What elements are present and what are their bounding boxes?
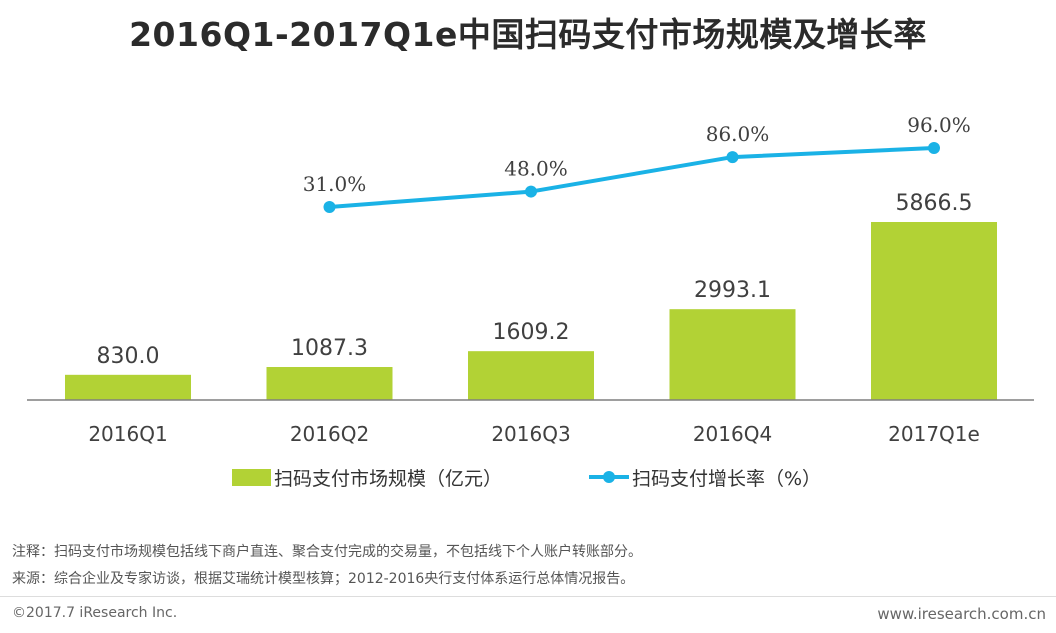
- x-tick-label-2016Q4: 2016Q4: [693, 422, 772, 446]
- rate-point-2017Q1e: [928, 142, 940, 154]
- x-tick-label-2016Q1: 2016Q1: [88, 422, 167, 446]
- legend-bar-label: 扫码支付市场规模（亿元）: [274, 468, 502, 490]
- site-url: www.iresearch.com.cn: [877, 605, 1046, 623]
- rate-point-2016Q2: [323, 201, 336, 213]
- rate-value-label-2016Q3: 48.0%: [504, 157, 568, 181]
- legend-line-marker: [603, 471, 615, 483]
- footnote-note: 注释：扫码支付市场规模包括线下商户直连、聚合支付完成的交易量，不包括线下个人账户…: [12, 544, 642, 560]
- legend-bar-swatch: [232, 469, 271, 486]
- bar-value-label-2016Q4: 2993.1: [694, 278, 771, 303]
- bar-2016Q1: [65, 374, 191, 400]
- rate-value-label-2016Q2: 31.0%: [303, 172, 367, 196]
- bars-layer: [65, 222, 997, 400]
- footnote-source: 来源：综合企业及专家访谈，根据艾瑞统计模型核算；2012-2016央行支付体系运…: [12, 571, 635, 587]
- bar-value-label-2017Q1e: 5866.5: [896, 191, 973, 216]
- rate-line-layer: 31.0% 48.0% 86.0% 96.0%: [303, 113, 971, 213]
- rate-point-2016Q3: [525, 185, 537, 198]
- x-tick-label-2016Q2: 2016Q2: [290, 422, 369, 446]
- footer-divider: [0, 596, 1056, 597]
- bar-2016Q3: [468, 351, 594, 400]
- bar-2017Q1e: [871, 222, 997, 400]
- chart-title: 2016Q1-2017Q1e中国扫码支付市场规模及增长率: [129, 15, 927, 54]
- copyright-text: ©2017.7 iResearch Inc.: [12, 605, 178, 621]
- x-tick-label-2017Q1e: 2017Q1e: [888, 422, 980, 446]
- rate-value-label-2016Q4: 86.0%: [706, 122, 770, 146]
- bar-2016Q4: [669, 309, 796, 400]
- rate-value-label-2017Q1e: 96.0%: [907, 113, 971, 137]
- labels-layer: 830.0 2016Q1 1087.3 2016Q2 1609.2 2016Q3 2993.…: [88, 191, 980, 446]
- legend-line-label: 扫码支付增长率（%）: [632, 468, 821, 490]
- bar-value-label-2016Q1: 830.0: [97, 344, 160, 369]
- legend: 扫码支付市场规模（亿元） 扫码支付增长率（%）: [232, 468, 821, 490]
- chart-canvas: 830.0 2016Q1 1087.3 2016Q2 1609.2 2016Q3 2993.…: [27, 113, 1034, 490]
- x-tick-label-2016Q3: 2016Q3: [491, 422, 570, 446]
- rate-point-2016Q4: [726, 151, 739, 164]
- bar-value-label-2016Q3: 1609.2: [493, 320, 570, 345]
- rate-line: [329, 146, 935, 209]
- bar-value-label-2016Q2: 1087.3: [291, 336, 368, 361]
- bar-2016Q2: [266, 367, 393, 400]
